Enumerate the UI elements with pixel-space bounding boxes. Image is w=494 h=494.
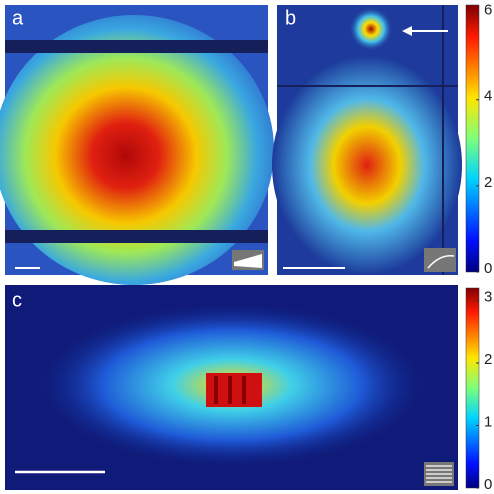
panel-label: b [285,7,296,29]
tick-label: 2 [484,351,492,368]
colorbar [466,5,479,272]
panel-label: c [12,289,22,311]
panel-a: a [0,5,274,285]
tick-label: 1 [484,413,492,430]
tick-label: 0 [484,260,492,277]
tick-label: 4 [484,88,492,105]
tick-label: 0 [484,476,492,493]
panel-c: c [5,285,458,490]
panel-label: a [12,7,24,29]
figure: a b c 0 2 4 6 0 1 2 3 [0,0,494,494]
tick-label: 3 [484,288,492,305]
colorbar [466,288,479,488]
tick-label: 2 [484,174,492,191]
tick-label: 6 [484,2,492,19]
panel-b: b [272,5,462,275]
